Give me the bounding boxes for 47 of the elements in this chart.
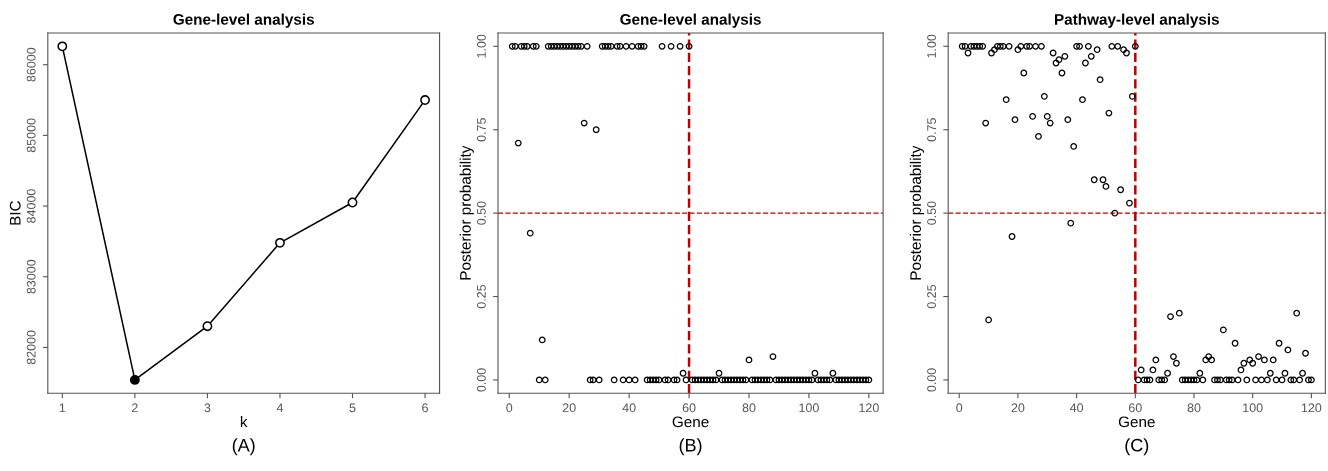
y-tick-label: 0.00 [927, 368, 936, 392]
y-axis-title: Posterior probability [459, 145, 474, 280]
x-tick-label: 60 [1128, 403, 1142, 413]
text: (A) [232, 438, 255, 456]
chart-title: Pathway-level analysis [1055, 13, 1219, 28]
y-axis-title: Posterior probability [909, 145, 925, 280]
x-tick-label: 1 [59, 403, 66, 413]
x-tick-label: 20 [562, 403, 576, 413]
x-tick-label: 20 [1011, 403, 1025, 413]
y-tick-label: 83000 [26, 259, 36, 294]
x-tick-label: 6 [422, 403, 428, 413]
x-axis-title: k [240, 416, 248, 428]
x-tick-label: 80 [1187, 403, 1201, 413]
text: (B) [679, 438, 702, 456]
chart-title: Gene-level analysis [620, 13, 761, 28]
y-tick-label: 1.00 [927, 34, 936, 58]
y-tick-label: 0.50 [927, 201, 936, 225]
y-tick-label: 0.75 [476, 118, 486, 142]
x-tick-label: 80 [742, 403, 756, 413]
text: (C) [1125, 438, 1149, 456]
y-tick-label: 0.25 [476, 284, 486, 309]
x-axis-title: Gene [1118, 416, 1155, 428]
x-axis-title: Gene [672, 416, 709, 428]
x-tick-label: 0 [956, 403, 963, 413]
y-tick-label: 84000 [26, 189, 36, 223]
y-tick-label: 0.50 [476, 201, 486, 225]
y-tick-label: 0.00 [476, 368, 486, 392]
chart-title: Gene-level analysis [173, 13, 314, 28]
y-tick-label: 0.75 [927, 118, 936, 142]
x-tick-label: 60 [682, 403, 696, 413]
x-tick-label: 0 [506, 403, 513, 413]
x-tick-label: 120 [859, 403, 879, 413]
x-tick-label: 2 [132, 403, 138, 413]
x-tick-label: 3 [204, 403, 211, 413]
x-tick-label: 100 [1243, 403, 1263, 413]
y-tick-label: 1.00 [476, 34, 486, 58]
x-tick-label: 4 [276, 403, 284, 413]
y-tick-label: 0.25 [927, 284, 936, 309]
x-tick-label: 40 [1069, 403, 1084, 413]
y-tick-label: 85000 [26, 118, 36, 153]
y-tick-label: 86000 [26, 47, 36, 82]
x-tick-label: 120 [1301, 403, 1322, 413]
y-axis-title: BIC [9, 200, 21, 225]
x-tick-label: 5 [349, 403, 356, 413]
x-tick-label: 40 [622, 403, 636, 413]
x-tick-label: 100 [799, 403, 819, 413]
y-tick-label: 82000 [26, 330, 36, 365]
